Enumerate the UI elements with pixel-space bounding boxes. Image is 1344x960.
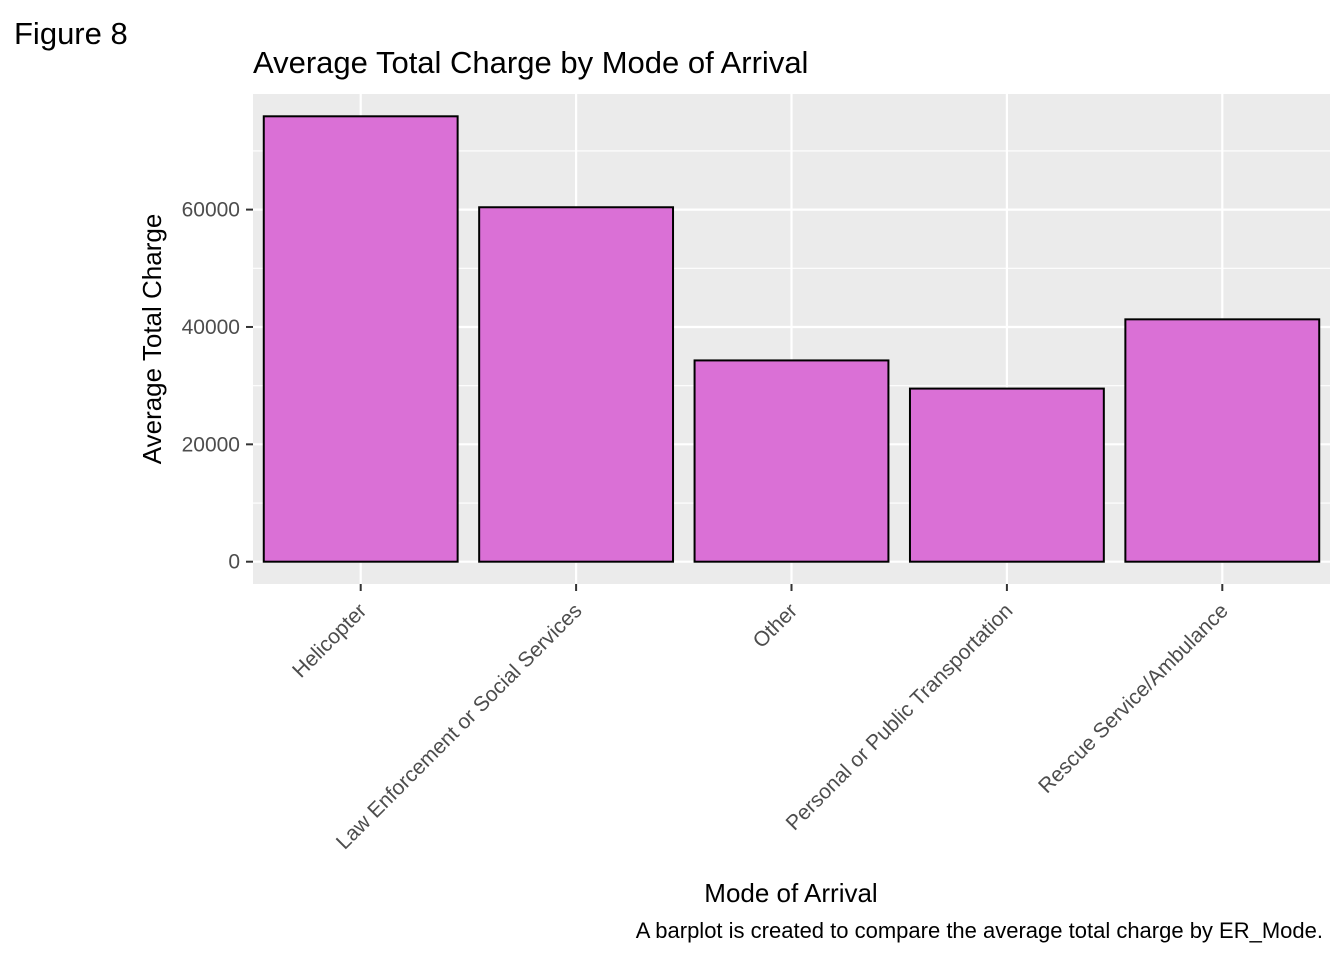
bar bbox=[1124, 318, 1321, 563]
x-tick-label: Rescue Service/Ambulance bbox=[1034, 599, 1233, 798]
y-axis-label: Average Total Charge bbox=[137, 214, 167, 465]
x-axis-label: Mode of Arrival bbox=[704, 878, 877, 908]
bar bbox=[693, 359, 890, 563]
bars bbox=[262, 115, 1321, 563]
figure-label: Figure 8 bbox=[14, 16, 128, 51]
x-tick-label: Helicopter bbox=[288, 599, 371, 682]
x-tick-label: Law Enforcement or Social Services bbox=[332, 599, 587, 854]
chart-title: Average Total Charge by Mode of Arrival bbox=[253, 45, 808, 80]
y-tick-label: 0 bbox=[228, 551, 240, 574]
y-tick-label: 40000 bbox=[182, 316, 240, 339]
bar bbox=[908, 387, 1105, 563]
bar bbox=[478, 206, 675, 563]
x-tick-label: Other bbox=[749, 599, 802, 652]
figure-caption: A barplot is created to compare the aver… bbox=[635, 918, 1323, 943]
y-axis: 0 20000 40000 60000 bbox=[182, 199, 253, 574]
y-tick-label: 20000 bbox=[182, 433, 240, 456]
y-tick-label: 60000 bbox=[182, 199, 240, 222]
x-tick-label: Personal or Public Transportation bbox=[782, 599, 1018, 835]
bar bbox=[262, 115, 459, 563]
